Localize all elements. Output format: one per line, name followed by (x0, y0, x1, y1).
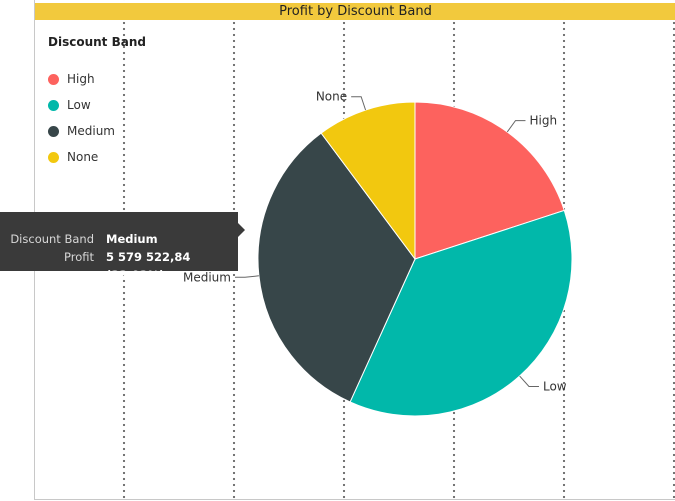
tooltip-category-label: Discount Band (10, 232, 94, 246)
legend-item-low[interactable]: Low (48, 92, 115, 118)
legend-marker-high (48, 73, 59, 85)
legend-label-high: High (67, 72, 95, 86)
legend-label-medium: Medium (67, 124, 115, 138)
tooltip-category-value: Medium (106, 232, 158, 246)
legend: High Low Medium None (48, 66, 115, 170)
data-label-low: Low (543, 379, 567, 393)
legend-item-none[interactable]: None (48, 144, 115, 170)
pie-slice-medium[interactable] (257, 132, 416, 403)
legend-title: Discount Band (48, 35, 146, 49)
data-label-high: High (529, 114, 557, 128)
tooltip-measure-label: Profit (64, 250, 94, 264)
data-label-medium: Medium (183, 270, 231, 284)
data-label-none: None (316, 90, 347, 104)
visual-title: Profit by Discount Band (35, 3, 675, 20)
tooltip: Discount Band Medium Profit 5 579 522,84… (0, 212, 238, 282)
legend-item-high[interactable]: High (48, 66, 115, 92)
legend-marker-low (48, 99, 59, 111)
tooltip-row-category: Discount Band Medium (0, 230, 238, 248)
leader-line-medium (234, 275, 259, 278)
tooltip-measure-value: 5 579 522,84 (33,03%) (106, 250, 191, 282)
legend-marker-none (48, 151, 59, 163)
pie-chart-visual[interactable]: Profit by Discount Band Discount Band Hi… (34, 0, 675, 500)
tooltip-pointer (238, 223, 245, 237)
leader-line-low (519, 375, 539, 387)
legend-marker-medium (48, 125, 59, 137)
tooltip-row-measure: Profit 5 579 522,84 (33,03%) (0, 248, 238, 282)
legend-label-low: Low (67, 98, 91, 112)
pie-slice-low[interactable] (349, 209, 573, 417)
pie-slice-high[interactable] (414, 101, 565, 260)
legend-label-none: None (67, 150, 99, 164)
leader-line-none (351, 96, 367, 111)
legend-item-medium[interactable]: Medium (48, 118, 115, 144)
pie-chart: High Low Medium None (183, 90, 573, 417)
leader-line-high (506, 120, 526, 133)
